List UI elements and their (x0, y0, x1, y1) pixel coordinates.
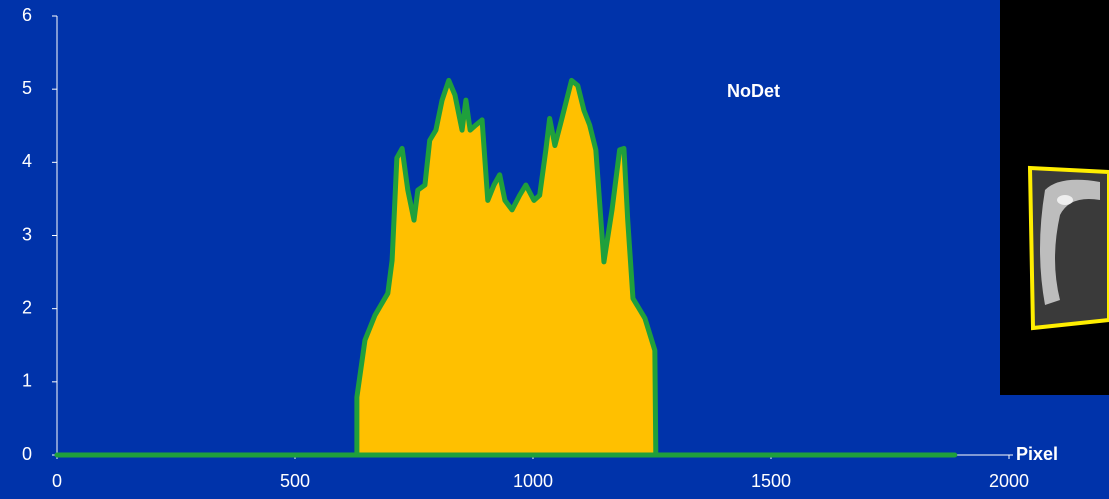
x-tick-label: 1000 (513, 471, 553, 491)
x-tick-label: 0 (52, 471, 62, 491)
y-tick-label: 6 (22, 5, 32, 25)
x-tick-label: 1500 (751, 471, 791, 491)
y-tick-label: 0 (22, 444, 32, 464)
x-tick-label: 2000 (989, 471, 1029, 491)
annotation: NoDet (727, 81, 780, 101)
y-tick-label: 2 (22, 297, 32, 317)
y-tick-label: 1 (22, 371, 32, 391)
area (54, 77, 958, 458)
x-tick-label: 500 (280, 471, 310, 491)
y-tick-label: 4 (22, 151, 32, 171)
y-tick-label: 5 (22, 78, 32, 98)
ct-thumbnail (1027, 165, 1109, 331)
y-tick-label: 3 (22, 224, 32, 244)
x-axis-label: Pixel (1016, 444, 1058, 464)
